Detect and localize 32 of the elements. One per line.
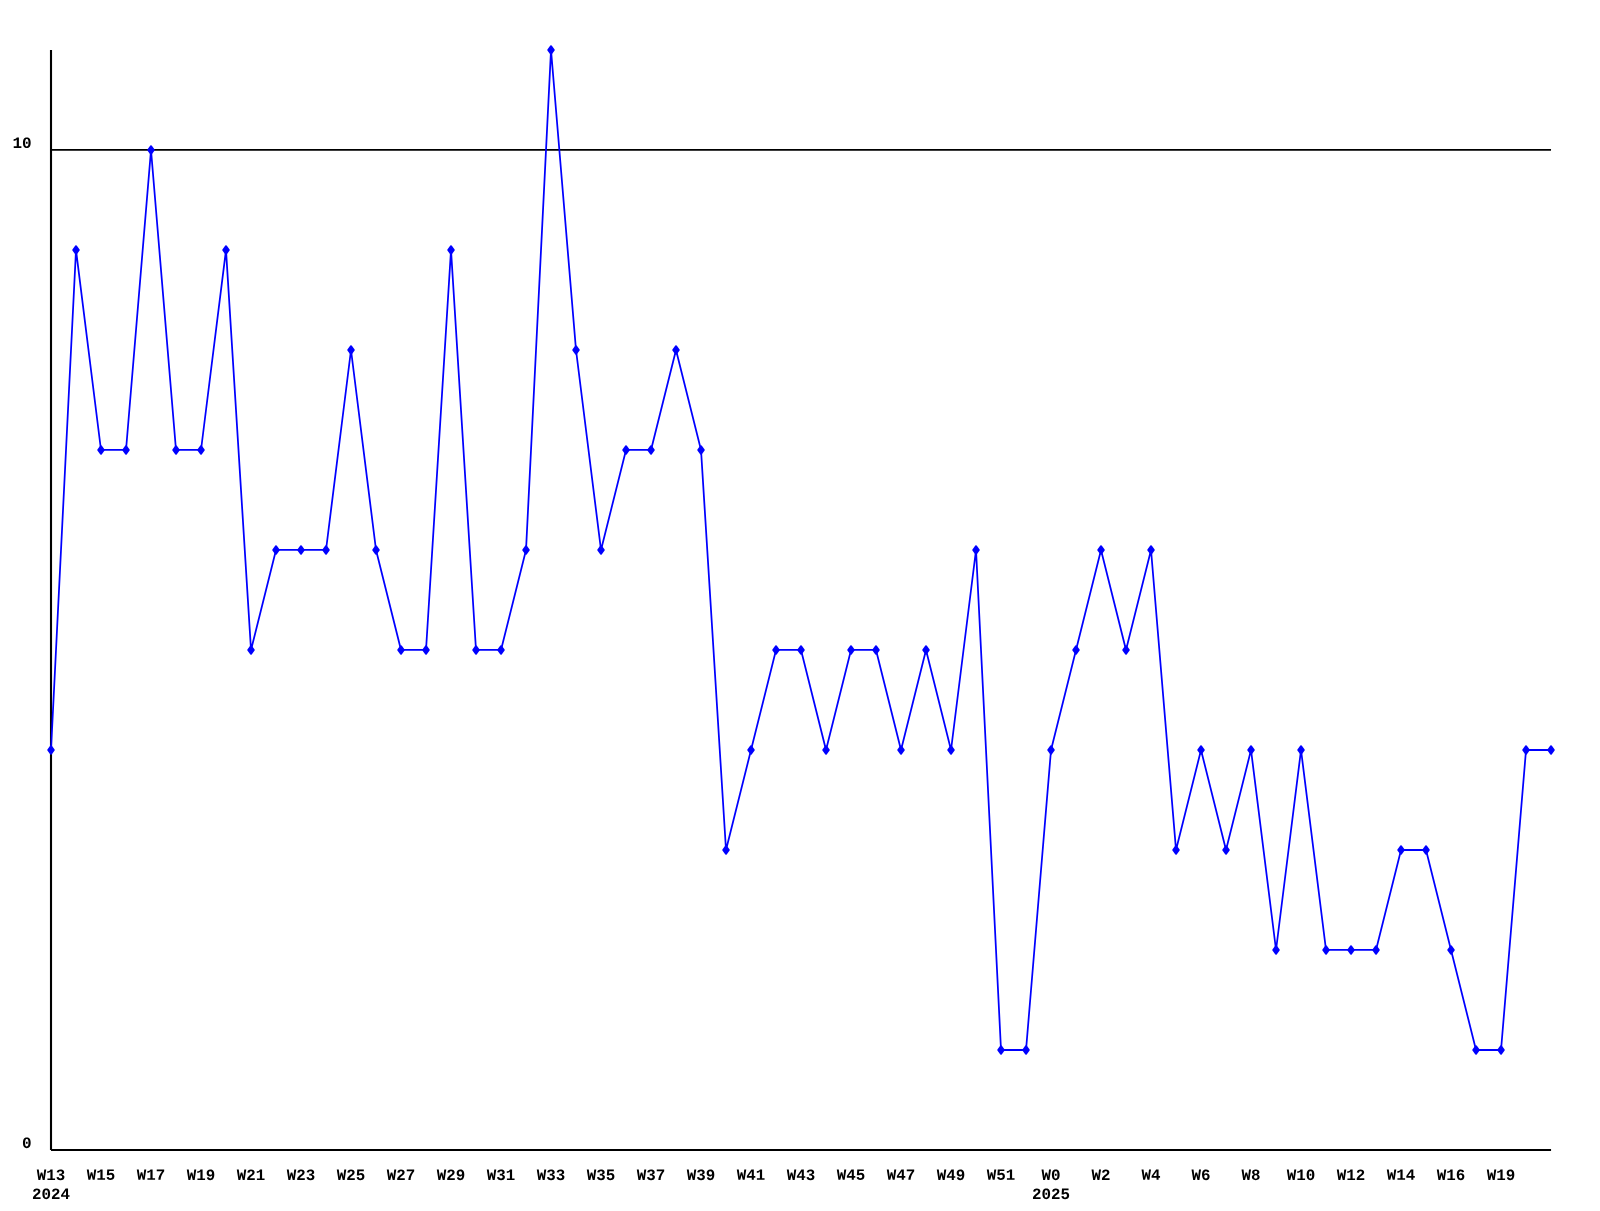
x-tick-label: W35 <box>586 1169 615 1181</box>
x-tick-label: W39 <box>686 1169 715 1181</box>
x-tick-label: W33 <box>536 1169 565 1181</box>
x-tick-label: W10 <box>1286 1169 1315 1181</box>
x-tick-label: W49 <box>936 1169 965 1181</box>
x-tick-label: W27 <box>386 1169 415 1181</box>
y-tick-label: 0 <box>22 1137 31 1149</box>
x-tick-label: W21 <box>236 1169 265 1181</box>
x-tick-label: W41 <box>736 1169 765 1180</box>
x-tick-label: W19 <box>186 1169 215 1181</box>
x-tick-label: W17 <box>136 1169 165 1180</box>
x-tick-label: W0 2025 <box>1032 1169 1070 1200</box>
x-tick-label: W8 <box>1241 1169 1260 1181</box>
x-tick-label: W45 <box>836 1169 865 1181</box>
x-tick-label: W14 <box>1386 1169 1415 1180</box>
x-tick-label: W4 <box>1141 1169 1161 1180</box>
x-tick-label: W51 <box>986 1169 1015 1181</box>
x-tick-label: W37 <box>636 1169 665 1181</box>
x-tick-label: W19 <box>1486 1169 1515 1181</box>
x-tick-label: W29 <box>436 1169 465 1181</box>
x-tick-label: W25 <box>336 1169 365 1181</box>
x-tick-label: W43 <box>786 1169 815 1181</box>
x-tick-label: W12 <box>1336 1169 1365 1181</box>
x-tick-label: W15 <box>86 1169 115 1181</box>
x-tick-label: W47 <box>886 1169 915 1180</box>
x-tick-label: W16 <box>1436 1169 1465 1181</box>
x-tick-label: W23 <box>286 1169 315 1181</box>
x-tick-label: W13 2024 <box>32 1169 70 1200</box>
x-tick-label: W6 <box>1191 1169 1210 1181</box>
x-tick-label: W2 <box>1091 1169 1110 1181</box>
x-tick-label: W31 <box>486 1169 515 1181</box>
y-tick-label: 10 <box>13 137 31 149</box>
